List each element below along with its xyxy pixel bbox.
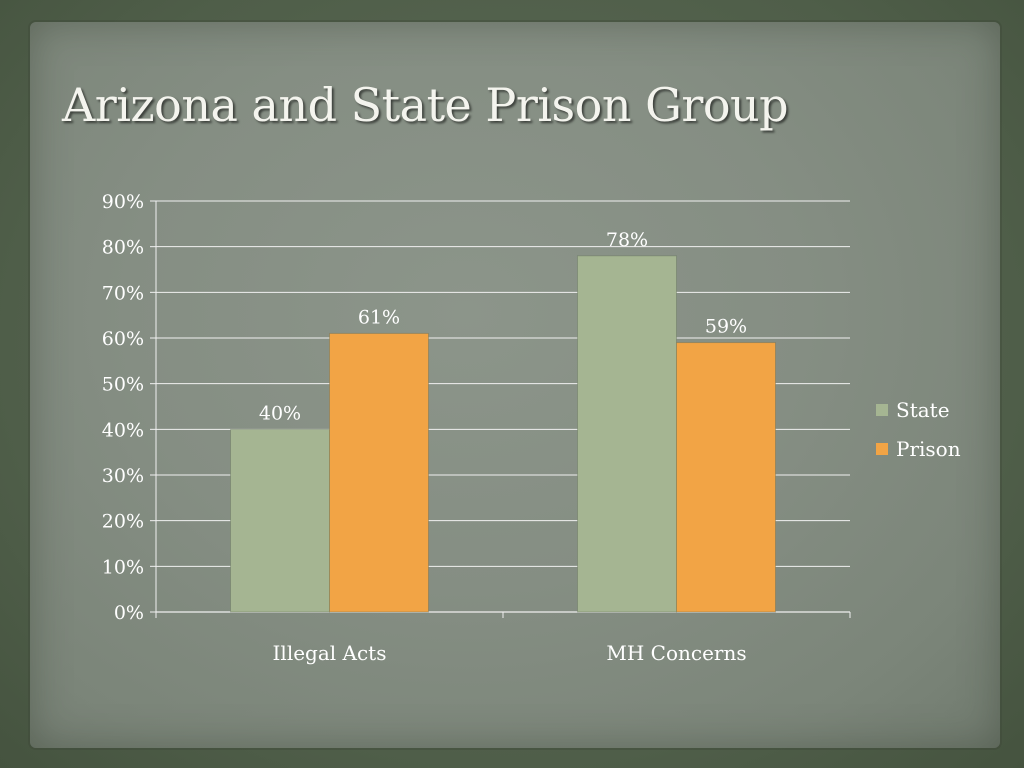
y-tick-label: 70% [102, 282, 144, 304]
x-category-label: MH Concerns [606, 641, 746, 665]
legend-label: State [896, 398, 950, 422]
bar-prison-1 [676, 342, 776, 613]
data-label: 61% [358, 306, 400, 328]
y-tick-label: 10% [102, 556, 144, 578]
x-category-label: Illegal Acts [273, 641, 387, 665]
bar-state-1 [577, 255, 677, 613]
slide-title: Arizona and State Prison Group [62, 78, 789, 132]
y-tick-label: 30% [102, 465, 144, 487]
labels: 0% 10% 20% 30% 40% 50% 60% 70% 80% 90% 40% 61% Illeg… [102, 191, 747, 665]
y-tick-label: 40% [102, 419, 144, 441]
legend: State Prison [876, 398, 961, 461]
data-label: 59% [705, 316, 747, 338]
data-label: 78% [606, 229, 648, 251]
y-tick-label: 0% [114, 602, 144, 624]
bars [230, 255, 776, 613]
data-label: 40% [259, 402, 301, 424]
y-tick-label: 50% [102, 374, 144, 396]
bar-state-0 [230, 428, 330, 613]
y-tick-label: 80% [102, 237, 144, 259]
y-tick-label: 20% [102, 511, 144, 533]
legend-swatch-prison [876, 443, 888, 455]
y-tick-label: 60% [102, 328, 144, 350]
y-tick-label: 90% [102, 191, 144, 213]
legend-label: Prison [896, 437, 961, 461]
content-panel [30, 22, 1000, 748]
legend-swatch-state [876, 404, 888, 416]
bar-prison-0 [329, 332, 429, 613]
